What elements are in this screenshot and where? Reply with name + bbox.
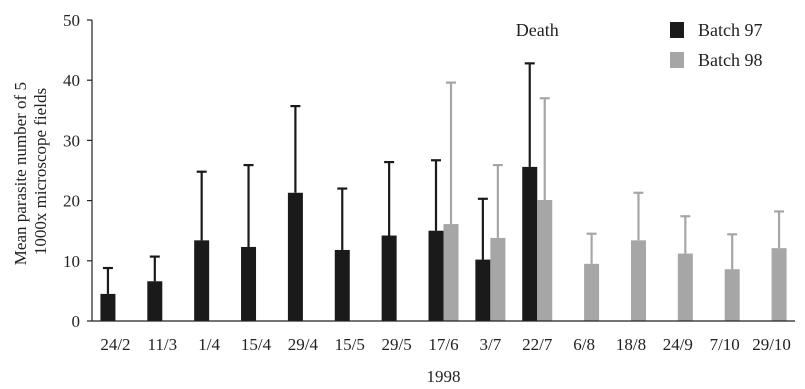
x-tick-label: 29/4 (288, 335, 319, 354)
bar-batch-98-24-9 (677, 253, 693, 321)
bar-batch-97-3-7 (475, 259, 491, 321)
x-tick-label: 15/4 (241, 335, 272, 354)
bar-batch-97-15-5 (334, 249, 350, 321)
y-tick-label: 50 (63, 11, 80, 30)
x-tick-label: 15/5 (335, 335, 365, 354)
bar-batch-97-22-7 (522, 166, 538, 321)
y-tick-label: 30 (63, 131, 80, 150)
bar-batch-98-17-6 (443, 224, 459, 321)
bar-layer (100, 166, 787, 321)
bar-batch-97-29-4 (287, 192, 303, 321)
bar-batch-98-29-10 (771, 248, 787, 321)
bar-batch-97-1-4 (194, 240, 210, 321)
x-tick-label: 29/10 (752, 335, 791, 354)
x-tick-label: 1/4 (198, 335, 220, 354)
death-annotation: Death (516, 20, 559, 40)
bar-batch-97-11-3 (147, 281, 163, 321)
bar-batch-97-29-5 (381, 235, 397, 321)
legend-swatch-batch-97 (670, 22, 684, 38)
y-tick-label: 0 (72, 312, 81, 331)
x-tick-layer: 24/2 11/3 1/4 15/4 29/4 15/5 29/5 17/6 3/7 22/7 6/… (100, 335, 791, 354)
x-tick-label: 18/8 (616, 335, 646, 354)
x-axis-title: 1998 (427, 367, 461, 386)
x-tick-label: 17/6 (428, 335, 458, 354)
legend-swatch-batch-98 (670, 52, 684, 68)
x-tick-label: 7/10 (710, 335, 740, 354)
bar-batch-98-6-8 (584, 263, 600, 321)
y-axis-title: Mean parasite number of 5 1000x microsco… (11, 78, 50, 265)
x-tick-label: 3/7 (479, 335, 501, 354)
x-tick-label: 29/5 (382, 335, 412, 354)
y-tick-layer: 0 10 20 30 40 50 (63, 11, 92, 331)
legend-label-batch-98: Batch 98 (698, 50, 763, 70)
legend-label-batch-97: Batch 97 (698, 20, 763, 40)
y-tick-label: 10 (63, 252, 80, 271)
x-tick-label: 24/2 (100, 335, 130, 354)
bar-batch-98-18-8 (630, 240, 646, 321)
x-tick-label: 22/7 (522, 335, 553, 354)
bar-batch-98-3-7 (490, 237, 506, 321)
bar-batch-97-17-6 (428, 230, 444, 321)
bar-batch-98-7-10 (724, 269, 740, 321)
x-tick-label: 11/3 (148, 335, 178, 354)
y-tick-label: 20 (63, 192, 80, 211)
y-tick-label: 40 (63, 71, 80, 90)
x-tick-label: 6/8 (573, 335, 595, 354)
bar-batch-97-15-4 (241, 246, 257, 321)
x-tick-label: 24/9 (663, 335, 693, 354)
bar-batch-97-24-2 (100, 293, 116, 321)
y-axis-title-line-1: Mean parasite number of 5 (11, 82, 30, 265)
y-axis-title-line-2: 1000x microscope fields (31, 88, 50, 255)
bar-batch-98-22-7 (537, 199, 553, 321)
legend: Batch 97 Batch 98 (670, 20, 763, 70)
error-bar-layer (102, 62, 785, 294)
